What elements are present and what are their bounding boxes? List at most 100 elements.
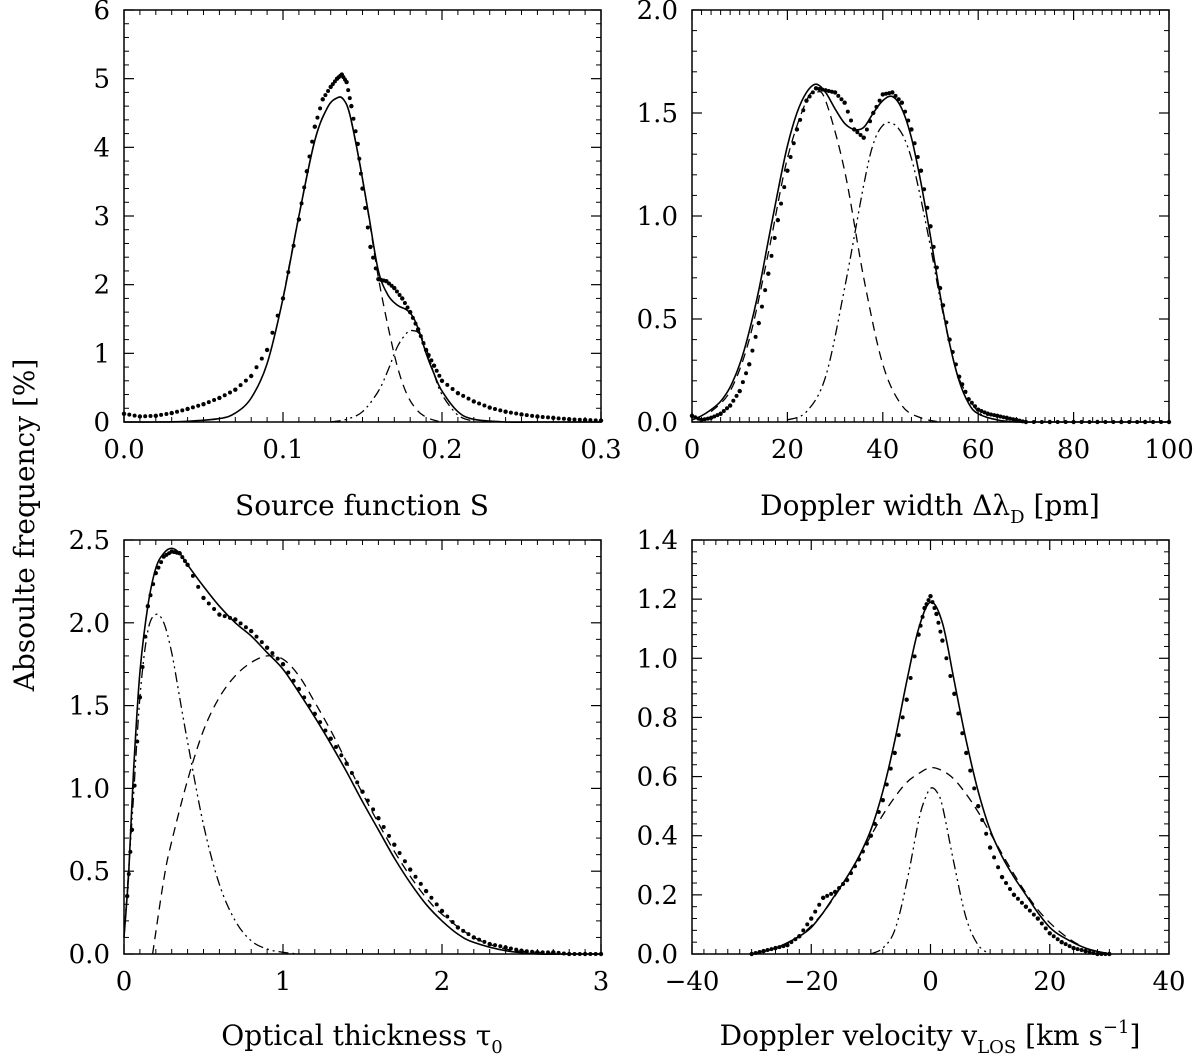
panel-source-function-frame (123, 9, 602, 423)
observed-point-interp (482, 939, 487, 944)
observed-point-interp (936, 620, 941, 625)
observed-point-interp (817, 86, 822, 91)
series-component-2 (787, 121, 998, 421)
observed-point-interp (387, 281, 391, 286)
y-tick-label: 2.5 (69, 526, 110, 556)
x-tick-label: 0.2 (421, 435, 462, 465)
observed-point-interp (326, 89, 331, 94)
observed-point-interp (572, 417, 577, 422)
series-component-2 (123, 613, 299, 955)
observed-point-interp (763, 288, 768, 293)
observed-point (376, 816, 381, 821)
y-tick-label: 0.8 (637, 703, 678, 733)
observed-point (1071, 945, 1076, 951)
observed-point-interp (750, 348, 755, 353)
panel-optical-thickness-xlabel: Optical thickness τ0 (221, 1019, 502, 1058)
observed-point-interp (956, 711, 961, 716)
observed-point-interp (845, 109, 850, 114)
observed-point-interp (588, 418, 593, 423)
observed-point-interp (826, 89, 831, 94)
observed-point-interp (310, 139, 315, 144)
x-tick-label: 0 (922, 967, 939, 997)
observed-point-interp (782, 185, 787, 190)
observed-point (400, 296, 405, 301)
observed-point-interp (772, 235, 777, 240)
observed-point-interp (788, 154, 793, 159)
observed-point (349, 103, 354, 109)
series-component-1 (151, 655, 602, 955)
y-tick-label: 0.0 (637, 408, 678, 438)
observed-point-interp (932, 606, 937, 611)
observed-point (832, 90, 838, 95)
observed-point-interp (394, 289, 399, 294)
observed-point-interp (839, 97, 844, 102)
y-tick-label: 5 (93, 65, 110, 95)
observed-point-interp (318, 106, 323, 111)
observed-point-interp (1067, 944, 1072, 949)
observed-point (455, 390, 461, 396)
observed-point (1035, 916, 1041, 921)
observed-point-interp (156, 565, 161, 570)
observed-point (439, 908, 445, 914)
observed-point (582, 417, 588, 423)
y-tick-label: 3 (93, 202, 110, 232)
observed-point (249, 628, 254, 634)
observed-point-interp (992, 413, 997, 418)
observed-point-interp (759, 304, 764, 309)
observed-point-interp (1019, 900, 1024, 905)
observed-point (233, 387, 238, 392)
panel-doppler-width-frame (691, 9, 1170, 423)
observed-point (1083, 948, 1088, 954)
observed-point-interp (540, 950, 545, 955)
observed-point-interp (477, 401, 482, 406)
observed-point-interp (270, 330, 275, 335)
x-tick-label: 0 (684, 435, 701, 465)
observed-point-interp (461, 393, 466, 398)
y-tick-label: 1.5 (637, 99, 678, 129)
panel-doppler-velocity-xlabel-end: ] (1129, 1019, 1140, 1052)
y-tick-label: 2 (93, 271, 110, 301)
observed-point-interp (371, 255, 376, 260)
observed-point-interp (434, 902, 439, 907)
observed-point-interp (355, 780, 360, 785)
observed-point-interp (127, 412, 132, 417)
observed-point-interp (561, 416, 566, 421)
observed-point-interp (1075, 947, 1080, 952)
observed-point (785, 168, 790, 173)
observed-point (368, 244, 373, 250)
observed-point-interp (715, 413, 720, 418)
panel-doppler-velocity-xlabel: Doppler velocity vLOS [km s−1] (720, 1017, 1141, 1058)
series-component-1 (751, 766, 1110, 955)
observed-point-interp (926, 598, 931, 603)
observed-point-interp (855, 130, 860, 135)
observed-point-interp (836, 93, 841, 98)
observed-point-interp (1015, 896, 1020, 901)
observed-point-interp (346, 88, 351, 93)
observed-point-interp (514, 411, 519, 416)
y-tick-label: 1.4 (637, 526, 678, 556)
observed-point (344, 79, 349, 85)
series-fit-total (123, 547, 602, 956)
x-tick-label: 0 (116, 967, 133, 997)
observed-point (408, 867, 413, 872)
observed-point-interp (132, 413, 137, 418)
observed-point (964, 750, 969, 756)
observed-point-interp (968, 768, 973, 773)
observed-point-interp (721, 409, 726, 414)
observed-point (727, 403, 733, 408)
observed-point (999, 874, 1005, 880)
observed-point-interp (791, 141, 796, 146)
observed-point (809, 916, 814, 921)
observed-point (699, 417, 704, 423)
observed-point (813, 86, 819, 91)
observed-point (471, 935, 476, 940)
observed-point-interp (1087, 950, 1092, 955)
observed-point-interp (829, 89, 834, 94)
observed-point (1023, 904, 1029, 909)
observed-point (535, 414, 540, 419)
observed-point-interp (938, 629, 943, 634)
observed-point-interp (206, 400, 211, 405)
panel-optical-thickness-frame (123, 539, 602, 955)
observed-point-interp (1043, 926, 1048, 931)
x-tick-label: 0.3 (580, 435, 621, 465)
